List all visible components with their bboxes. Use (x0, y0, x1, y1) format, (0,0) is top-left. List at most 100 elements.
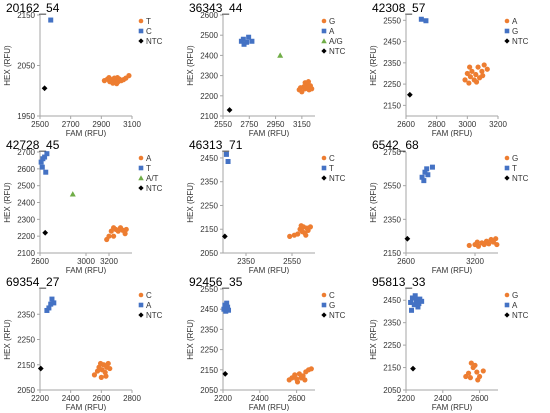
x-tick-label: 2550 (283, 257, 301, 266)
legend-marker (321, 292, 327, 298)
legend-marker (321, 165, 327, 171)
x-tick-label: 2700 (62, 120, 80, 129)
panel-title: 92456_35 (189, 275, 243, 289)
legend-label: T (146, 17, 151, 26)
data-point (305, 79, 312, 85)
data-point (412, 293, 418, 299)
data-point (467, 375, 473, 381)
panel-title: 36343_44 (189, 1, 243, 15)
data-point (422, 169, 428, 175)
y-tick-label: 2600 (200, 11, 218, 20)
x-axis-label: FAM (RFU) (66, 403, 107, 411)
y-tick-label: 2450 (200, 154, 218, 163)
data-point (105, 360, 111, 367)
data-point (410, 365, 416, 372)
data-point (98, 374, 104, 380)
y-tick-label: 2450 (383, 38, 401, 47)
data-point (38, 159, 44, 165)
series-a (238, 34, 255, 47)
panel-title: 46313_71 (189, 138, 243, 152)
x-tick-label: 3200 (100, 257, 118, 266)
series-t (419, 164, 435, 184)
data-point (249, 38, 255, 44)
data-point (224, 300, 230, 306)
panel-title: 42728_45 (6, 138, 60, 152)
scatter-panel-7: 69354_27 2050 2150 2250 2350 2200 2400 2600 2800… (3, 275, 163, 411)
data-point (408, 299, 414, 305)
data-point (40, 156, 46, 162)
y-axis-label: HEX (RFU) (186, 319, 195, 360)
legend-label: NTC (146, 184, 163, 193)
data-point (299, 89, 305, 95)
data-point (111, 233, 117, 239)
legend-marker (138, 292, 144, 298)
y-tick-label: 2150 (17, 11, 35, 20)
data-point (493, 236, 499, 242)
y-tick-label: 2150 (383, 101, 401, 110)
y-tick-label: 2600 (17, 165, 35, 174)
y-tick-label: 2100 (17, 249, 35, 258)
series-g (466, 236, 500, 249)
x-tick-label: 3000 (77, 257, 95, 266)
y-tick-label: 2200 (17, 232, 35, 241)
legend-label: A (512, 301, 518, 310)
scatter-panel-4: 42728_45 2100 2200 2300 2400 2500 2600 2700 2600… (3, 138, 163, 274)
data-point (419, 298, 425, 304)
data-point (475, 64, 481, 70)
legend-label: NTC (146, 37, 163, 46)
y-tick-label: 2350 (383, 215, 401, 224)
legend-label: NTC (146, 311, 163, 320)
legend-marker (504, 38, 510, 44)
legend-label: G (329, 17, 335, 26)
y-tick-label: 2350 (383, 319, 401, 328)
legend-label: NTC (329, 47, 346, 56)
legend-label: G (512, 154, 518, 163)
x-tick-label: 2600 (31, 257, 49, 266)
legend-marker (321, 18, 327, 24)
series-c (287, 223, 313, 239)
data-point (409, 307, 415, 313)
y-axis-label: HEX (RFU) (369, 182, 378, 223)
data-point (480, 73, 486, 79)
y-tick-label: 2550 (383, 182, 401, 191)
data-point (411, 302, 417, 308)
legend-marker (138, 175, 144, 181)
data-point (42, 229, 49, 236)
y-tick-label: 2550 (200, 285, 218, 294)
x-axis-label: FAM (RFU) (432, 403, 473, 411)
y-tick-label: 2150 (383, 249, 401, 258)
legend-label: NTC (329, 174, 346, 183)
data-point (429, 164, 435, 170)
legend-marker (138, 18, 144, 24)
y-tick-label: 2050 (17, 386, 35, 395)
data-point (46, 305, 52, 311)
data-point (226, 107, 233, 113)
data-point (222, 370, 229, 377)
data-point (425, 172, 431, 178)
series-c (91, 360, 113, 380)
legend-marker (138, 302, 144, 308)
data-point (404, 235, 411, 242)
y-tick-label: 2050 (383, 386, 401, 395)
legend-marker (504, 292, 510, 298)
data-point (287, 233, 293, 239)
legend-marker (321, 312, 327, 318)
legend-marker (321, 302, 327, 308)
series-g (463, 360, 486, 383)
x-tick-label: 3200 (489, 120, 507, 129)
y-tick-label: 2300 (17, 215, 35, 224)
y-tick-label: 2050 (17, 62, 35, 71)
data-point (226, 307, 232, 313)
legend-label: C (146, 27, 152, 36)
y-axis-label: HEX (RFU) (186, 182, 195, 223)
data-point (49, 296, 55, 302)
x-tick-label: 3150 (293, 120, 311, 129)
data-point (466, 242, 472, 249)
legend-label: A (146, 301, 152, 310)
x-tick-label: 2200 (397, 394, 415, 403)
data-point (473, 79, 480, 85)
x-tick-label: 2400 (62, 394, 80, 403)
data-point (475, 243, 482, 249)
data-point (48, 301, 54, 307)
